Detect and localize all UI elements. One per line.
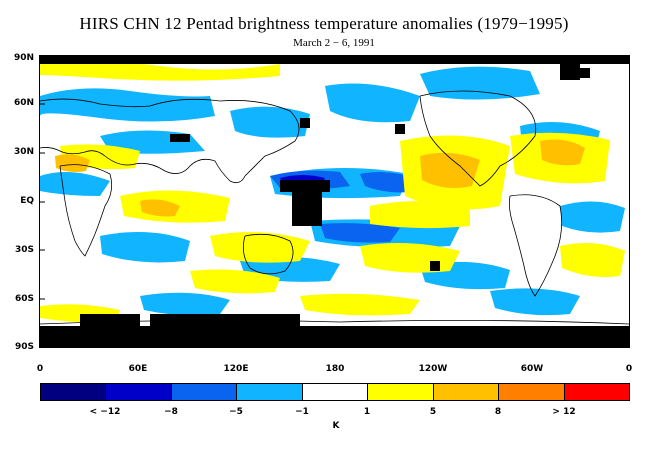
lat-label-90n: 90N [13, 53, 34, 63]
anomaly-map [39, 55, 630, 348]
legend-swatch-8 [564, 384, 629, 400]
lat-label-90s: 90S [14, 342, 34, 352]
lon-label-0: 0 [36, 364, 44, 374]
legend-label-lt-12: < −12 [89, 407, 121, 417]
coastlines [40, 90, 629, 325]
map-ticks [40, 103, 45, 300]
lat-label-30s: 30S [14, 245, 34, 255]
legend-label-gt-12: > 12 [552, 407, 576, 417]
legend-unit: K [332, 421, 340, 431]
color-legend [40, 383, 630, 401]
legend-swatch-4 [302, 384, 369, 400]
legend-swatch-7 [499, 384, 565, 400]
anomaly-field [40, 56, 629, 347]
lon-label-0-end: 0 [625, 364, 633, 374]
legend-swatch-1 [106, 384, 172, 400]
legend-label-neg8: −8 [164, 407, 178, 417]
lon-label-60e: 60E [128, 364, 148, 374]
lat-label-60s: 60S [14, 294, 34, 304]
anomaly-orange-patches [55, 139, 585, 217]
legend-label-1: 1 [363, 407, 371, 417]
legend-swatch-5 [368, 384, 434, 400]
legend-label-5: 5 [429, 407, 437, 417]
legend-swatch-3 [237, 384, 303, 400]
lat-label-30n: 30N [13, 147, 34, 157]
legend-label-neg1: −1 [295, 407, 309, 417]
missing-data-cells [40, 56, 629, 347]
legend-label-neg5: −5 [229, 407, 243, 417]
lon-label-120e: 120E [223, 364, 249, 374]
lon-label-180: 180 [325, 364, 345, 374]
lon-label-120w: 120W [418, 364, 448, 374]
map-subtitle: March 2 − 6, 1991 [293, 37, 375, 49]
legend-swatch-6 [433, 384, 500, 400]
map-title: HIRS CHN 12 Pentad brightness temperatur… [79, 14, 569, 33]
lat-label-eq: EQ [20, 196, 34, 206]
legend-label-8: 8 [494, 407, 502, 417]
legend-swatch-0 [41, 384, 107, 400]
lat-label-60n: 60N [13, 98, 34, 108]
lon-label-60w: 60W [520, 364, 544, 374]
legend-swatch-2 [171, 384, 238, 400]
